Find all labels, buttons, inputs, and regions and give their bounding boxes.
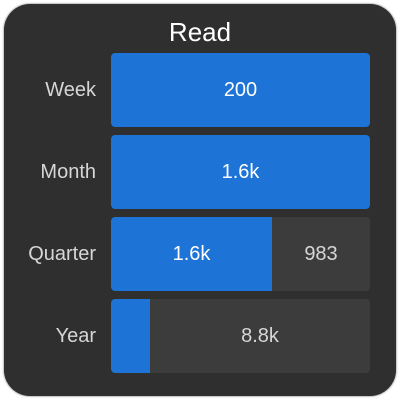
progress-value-month: 1.6k [221,161,260,183]
progress-fill-month [111,135,370,209]
row-label-month: Month [40,161,96,183]
progress-track-quarter: 1.6k 983 [111,217,370,291]
reading-stats-widget[interactable]: Read Week 200 Month 1.6k Quarter 1.6k 98… [4,4,396,396]
progress-track-week: 200 [111,53,370,127]
row-week: Week 200 [4,53,396,127]
remaining-value-quarter: 983 [304,243,338,265]
progress-value-year [111,299,150,373]
row-label-year: Year [55,325,96,347]
progress-track-year: 8.8k [111,299,370,373]
widget-title: Read [168,17,232,47]
progress-track-month: 1.6k [111,135,370,209]
progress-fill-quarter [111,217,272,291]
row-label-week: Week [45,79,96,101]
row-month: Month 1.6k [4,135,396,209]
progress-value-week: 200 [223,79,258,101]
row-year: Year 8.8k [4,299,396,373]
remaining-value-year: 8.8k [241,325,279,347]
progress-fill-week [111,53,370,127]
progress-fill-year [111,299,150,373]
row-label-quarter: Quarter [28,243,96,265]
progress-value-quarter: 1.6k [172,243,211,265]
row-quarter: Quarter 1.6k 983 [4,217,396,291]
